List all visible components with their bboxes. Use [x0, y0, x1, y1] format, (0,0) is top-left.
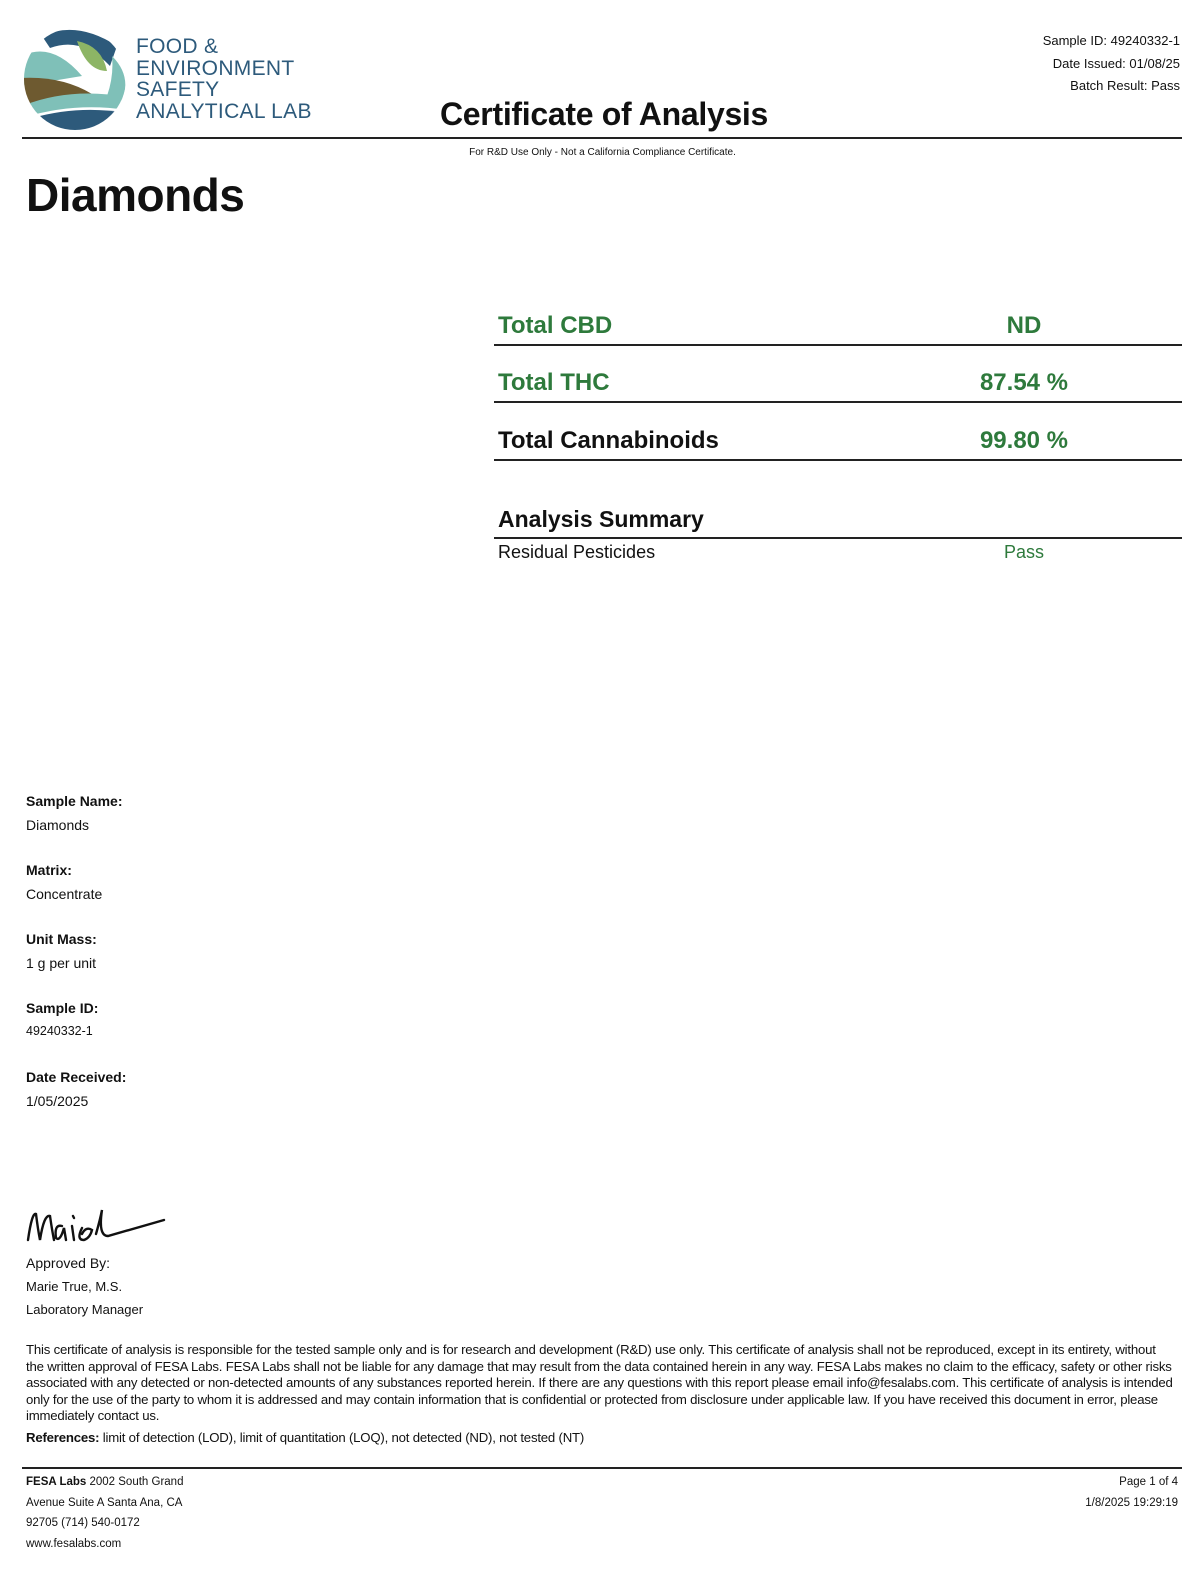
total-cannabinoids-label: Total Cannabinoids	[498, 427, 719, 454]
footer-meta: Page 1 of 4 1/8/2025 19:29:19	[1085, 1472, 1178, 1513]
info-key: Unit Mass:	[26, 931, 97, 947]
references-label: References:	[26, 1429, 100, 1445]
approved-by-label: Approved By:	[26, 1255, 111, 1271]
total-thc-value: 87.54 %	[979, 369, 1069, 396]
lab-name: FOOD & ENVIRONMENT SAFETY ANALYTICAL LAB	[136, 36, 312, 122]
info-key: Sample ID:	[26, 1000, 99, 1016]
footer-divider	[22, 1467, 1182, 1469]
approver-name: Marie True, M.S.	[26, 1279, 123, 1294]
total-cbd-value: ND	[1006, 312, 1042, 339]
disclaimer: This certificate of analysis is responsi…	[26, 1342, 1176, 1446]
approver-role: Laboratory Manager	[26, 1302, 144, 1317]
header-meta: Sample ID: 49240332-1 Date Issued: 01/08…	[1043, 30, 1180, 98]
product-name: Diamonds	[26, 169, 245, 221]
info-unit-mass: Unit Mass: 1 g per unit	[26, 931, 126, 1000]
info-sample-name: Sample Name: Diamonds	[26, 793, 126, 862]
total-cannabinoids-value: 99.80 %	[979, 427, 1069, 454]
info-value: 1 g per unit	[26, 955, 97, 971]
footer-company: FESA Labs	[26, 1476, 87, 1488]
info-sample-id: Sample ID: 49240332-1	[26, 1000, 126, 1069]
page-title: Certificate of Analysis	[440, 96, 769, 132]
logo-line: SAFETY	[136, 78, 220, 101]
total-thc-label: Total THC	[498, 369, 610, 396]
print-timestamp: 1/8/2025 19:29:19	[1085, 1496, 1178, 1509]
footer-address-line3: 92705 (714) 540-0172	[26, 1517, 140, 1529]
analysis-summary-heading: Analysis Summary	[498, 506, 704, 532]
analysis-summary-header: Analysis Summary	[494, 493, 1182, 539]
info-value: Diamonds	[26, 817, 90, 833]
disclaimer-text: This certificate of analysis is responsi…	[26, 1342, 1173, 1423]
info-value: 1/05/2025	[26, 1093, 89, 1109]
logo-line: ANALYTICAL LAB	[136, 99, 312, 123]
info-key: Date Received:	[26, 1069, 127, 1085]
approval-block: Approved By: Marie True, M.S. Laboratory…	[26, 1252, 143, 1321]
subtitle: For R&D Use Only - Not a California Comp…	[469, 147, 736, 158]
date-issued: Date Issued: 01/08/25	[1052, 55, 1180, 71]
residual-pesticides-result: Pass	[1003, 542, 1045, 562]
info-value: 49240332-1	[26, 1024, 93, 1038]
info-key: Matrix:	[26, 862, 72, 878]
residual-pesticides-label: Residual Pesticides	[498, 542, 656, 562]
total-cbd-label: Total CBD	[498, 312, 613, 339]
total-thc-row: Total THC 87.54 %	[494, 357, 1182, 403]
footer-website[interactable]: www.fesalabs.com	[26, 1537, 122, 1550]
lab-logo-icon	[24, 28, 126, 130]
sample-info: Sample Name: Diamonds Matrix: Concentrate …	[26, 793, 126, 1138]
batch-result: Batch Result: Pass	[1070, 78, 1180, 93]
header-divider	[22, 137, 1182, 139]
logo-line: ENVIRONMENT	[136, 56, 295, 80]
footer-address-line1: 2002 South Grand	[86, 1476, 184, 1488]
footer-address: FESA Labs 2002 South Grand Avenue Suite …	[26, 1472, 183, 1554]
footer-address-line2: Avenue Suite A Santa Ana, CA	[26, 1496, 183, 1509]
info-matrix: Matrix: Concentrate	[26, 862, 126, 931]
sample-id: Sample ID: 49240332-1	[1042, 33, 1180, 48]
info-key: Sample Name:	[26, 793, 123, 809]
info-date-received: Date Received: 1/05/2025	[26, 1069, 126, 1138]
logo-line: FOOD &	[136, 35, 219, 58]
signature-icon	[26, 1209, 166, 1242]
page-number: Page 1 of 4	[1119, 1476, 1178, 1488]
total-cbd-row: Total CBD ND	[494, 300, 1182, 346]
total-cannabinoids-row: Total Cannabinoids 99.80 %	[494, 415, 1182, 461]
info-value: Concentrate	[26, 886, 103, 902]
references-text: limit of detection (LOD), limit of quant…	[99, 1429, 585, 1445]
references: References: limit of detection (LOD), li…	[26, 1430, 1176, 1447]
